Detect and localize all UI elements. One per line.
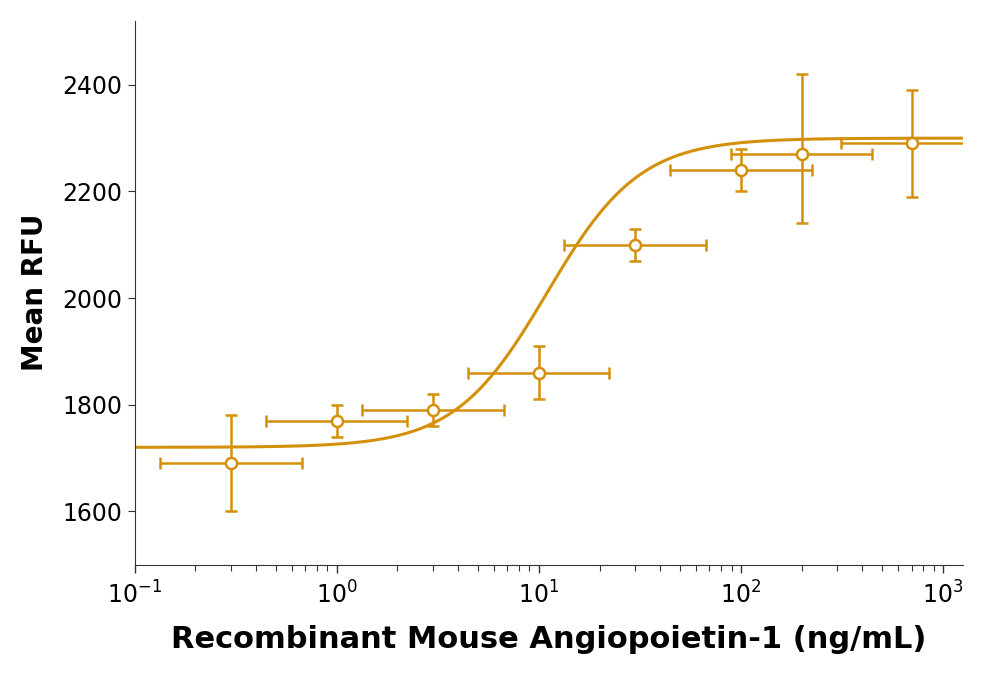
X-axis label: Recombinant Mouse Angiopoietin-1 (ng/mL): Recombinant Mouse Angiopoietin-1 (ng/mL) bbox=[172, 625, 927, 654]
Y-axis label: Mean RFU: Mean RFU bbox=[21, 214, 49, 371]
